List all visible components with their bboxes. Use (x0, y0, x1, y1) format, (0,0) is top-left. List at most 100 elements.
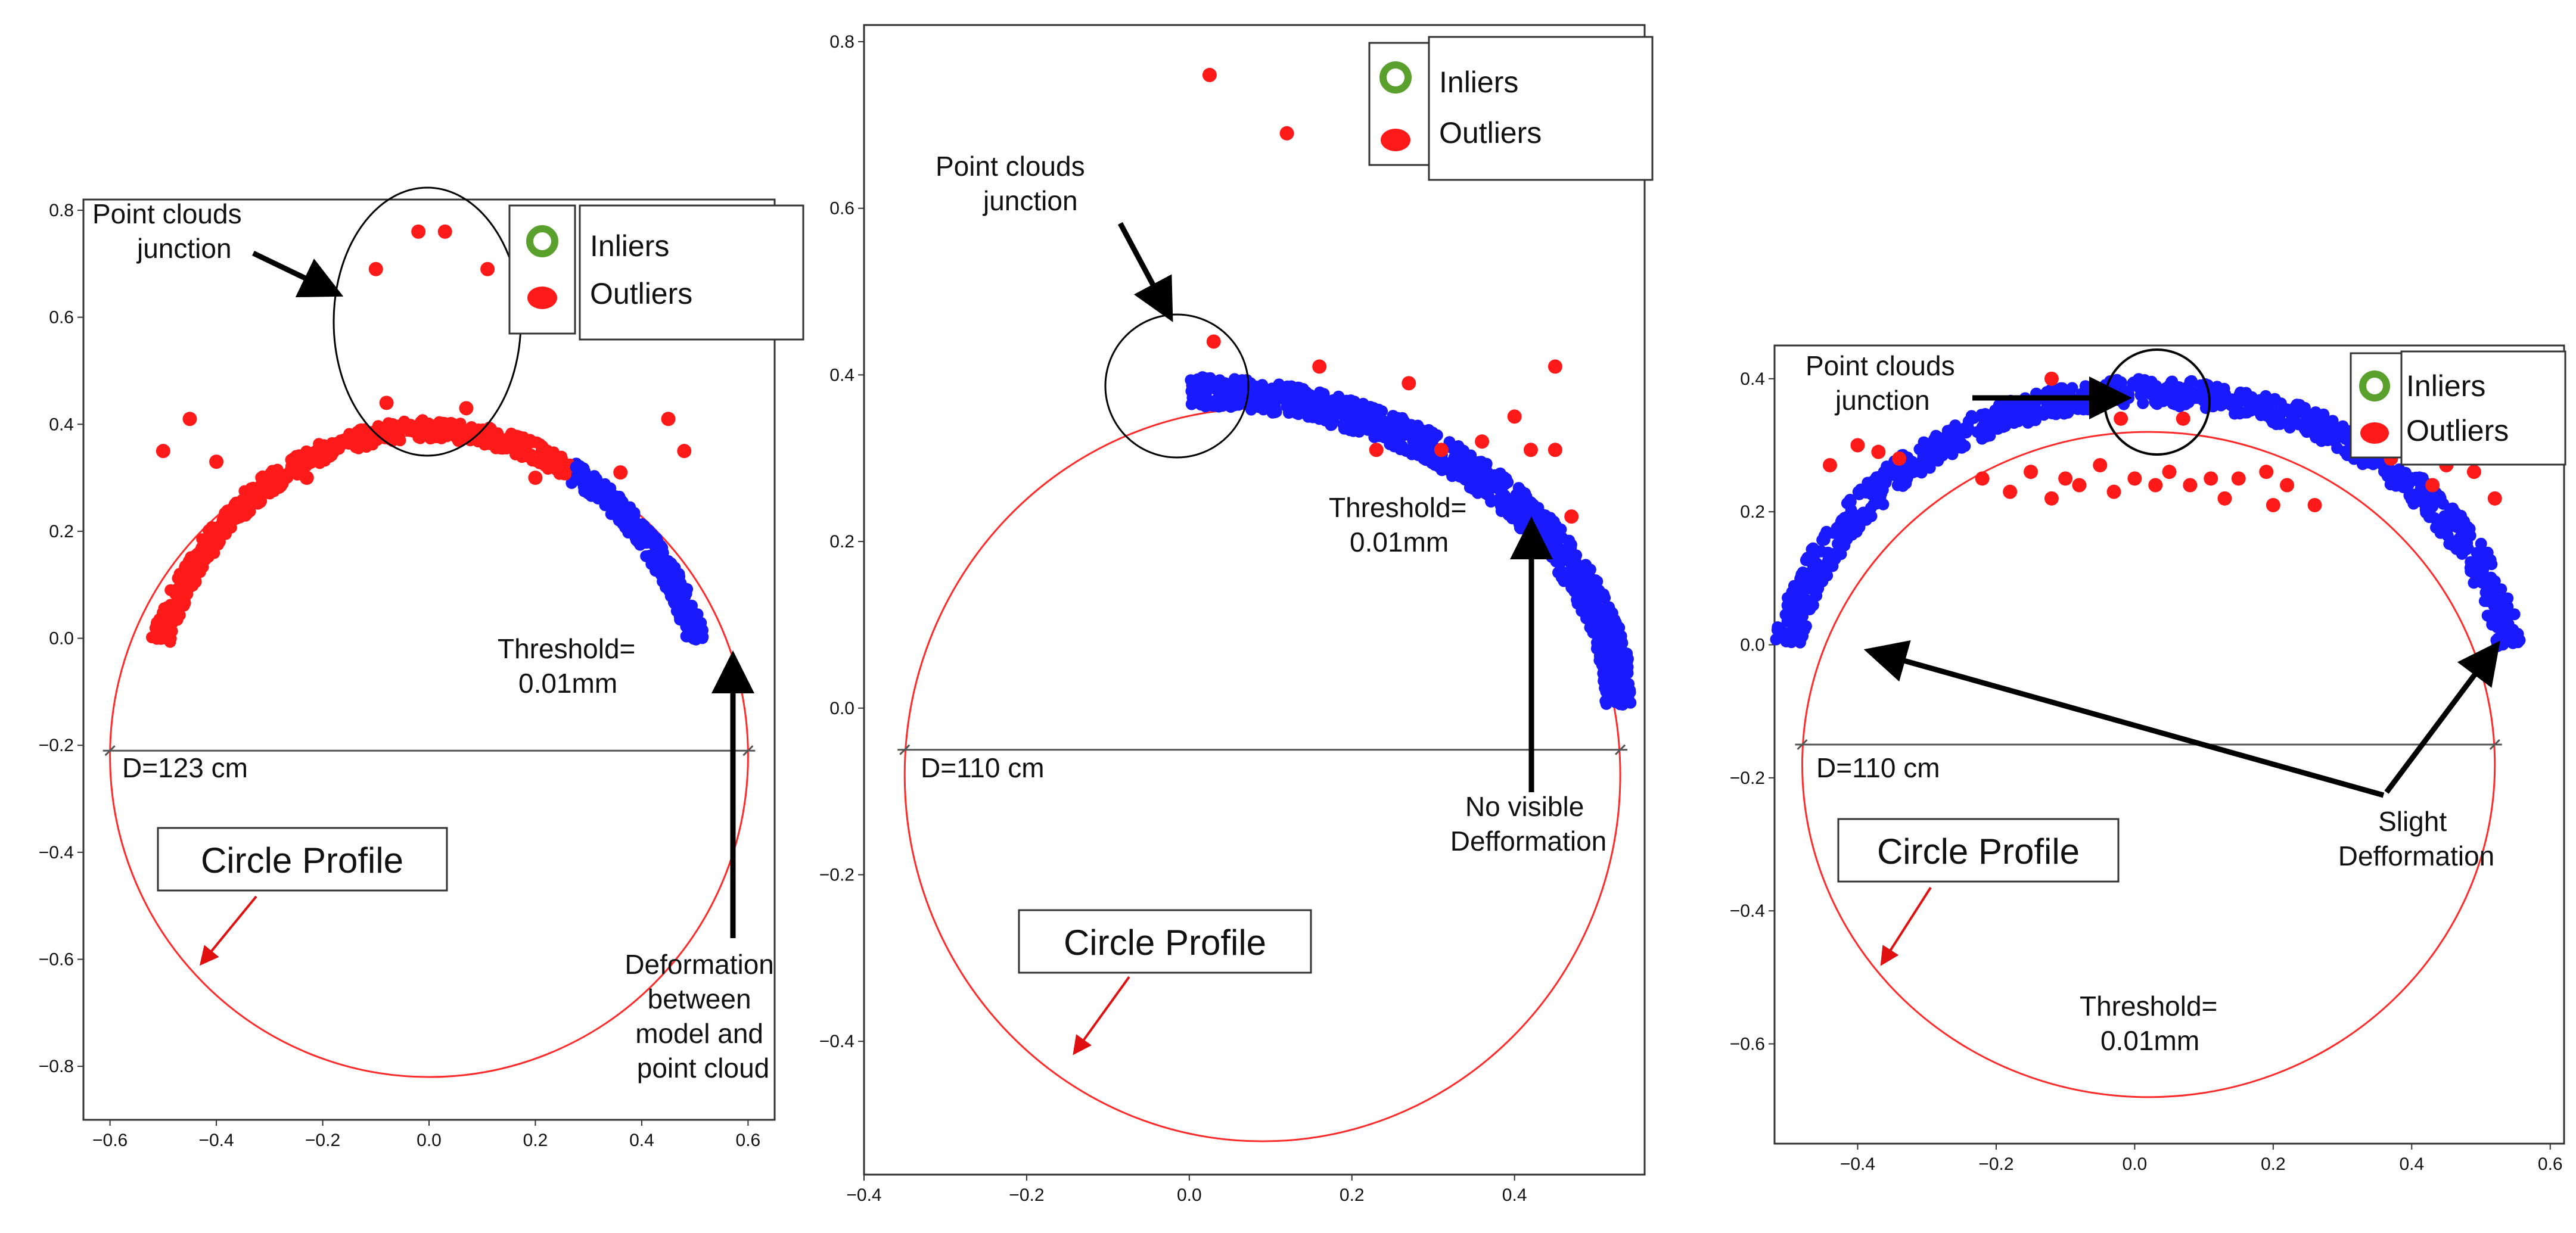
outlier-point (613, 465, 628, 480)
outlier-point (324, 450, 336, 463)
outlier-point (555, 450, 568, 463)
legend-outliers-label: Outliers (2406, 414, 2509, 447)
inlier-point (1213, 382, 1226, 394)
diameter-label: D=110 cm (1816, 752, 1940, 783)
outlier-point (1434, 443, 1449, 457)
inlier-point (2233, 390, 2245, 403)
outlier-point (1548, 359, 1562, 374)
x-tick-label: −0.2 (305, 1131, 340, 1150)
outlier-point (2044, 371, 2059, 386)
circle-profile-arrow (1073, 976, 1130, 1055)
inlier-point (1860, 513, 1872, 526)
inlier-point (1924, 462, 1936, 474)
y-tick-label: 0.0 (829, 699, 854, 718)
junction-label: Point clouds junction (936, 151, 1092, 216)
inlier-point (1576, 605, 1588, 617)
inlier-point (1604, 605, 1617, 617)
inlier-point (1965, 410, 1978, 422)
outlier-point (2044, 491, 2059, 506)
inlier-point (1956, 441, 1968, 454)
inlier-point (1514, 522, 1527, 535)
inlier-point (1406, 448, 1418, 460)
legend-label-box (579, 204, 804, 341)
inlier-point (2367, 458, 2379, 471)
inliers-legend-marker (1379, 61, 1412, 94)
inlier-point (2241, 406, 2253, 419)
inlier-point (1595, 589, 1608, 601)
inlier-point (1185, 385, 1198, 397)
outlier-point (1548, 443, 1562, 457)
inlier-point (2449, 506, 2462, 519)
inlier-point (1506, 512, 1518, 525)
junction-line-2: junction (136, 233, 232, 264)
inlier-point (1870, 472, 1882, 485)
outlier-point (289, 462, 302, 474)
inlier-point (1785, 602, 1798, 615)
outlier-point (2307, 498, 2322, 512)
outliers-legend-marker (527, 287, 557, 309)
inlier-point (1929, 429, 1942, 442)
legend-inliers-label: Inliers (1439, 66, 1518, 99)
deformation-line-1: Deformation (624, 949, 774, 980)
inlier-point (1608, 665, 1620, 678)
inlier-point (655, 556, 667, 569)
y-tick-label: −0.2 (39, 736, 74, 755)
inlier-point (1555, 523, 1567, 535)
junction-arrow (1118, 222, 1173, 322)
inlier-point (2504, 629, 2517, 642)
inlier-point (675, 590, 687, 602)
inlier-point (2208, 387, 2220, 399)
x-tick-label: 0.2 (2261, 1154, 2286, 1174)
outlier-point (2259, 465, 2274, 480)
inlier-point (1481, 480, 1493, 492)
threshold-label: Threshold= 0.01mm (1329, 492, 1474, 558)
outlier-point (528, 471, 543, 485)
inlier-point (1481, 466, 1493, 478)
inlier-point (1822, 546, 1834, 559)
y-tick-label: −0.6 (1730, 1035, 1765, 1054)
x-tick-label: 0.4 (1502, 1185, 1527, 1205)
inlier-point (1842, 513, 1855, 525)
inlier-point (1193, 397, 1205, 409)
inlier-point (642, 533, 655, 545)
inlier-point (1337, 400, 1350, 412)
outlier-point (156, 444, 170, 459)
outlier-point (1564, 509, 1579, 524)
inlier-point (1589, 574, 1602, 586)
inlier-point (643, 550, 655, 562)
inlier-point (2138, 374, 2150, 387)
junction-line-2: junction (982, 185, 1078, 216)
junction-line-1: Point clouds (1806, 350, 1955, 381)
outliers-legend-marker (2360, 422, 2389, 444)
y-tick-label: −0.8 (39, 1057, 74, 1076)
outlier-point (189, 557, 201, 569)
inlier-point (2339, 431, 2351, 444)
circle-profile-label: Circle Profile (201, 840, 403, 880)
inlier-point (1374, 410, 1386, 422)
legend: Inliers Outliers (2350, 350, 2566, 466)
inlier-point (1237, 376, 1250, 388)
inlier-point (1812, 583, 1825, 595)
y-tick-label: 0.6 (829, 199, 854, 219)
inlier-point (1797, 585, 1809, 597)
y-tick-label: −0.4 (39, 843, 74, 863)
inlier-point (2046, 407, 2058, 419)
x-tick-label: 0.2 (523, 1131, 548, 1150)
outlier-point (1523, 443, 1538, 457)
outlier-point (1850, 438, 1865, 453)
x-tick-label: 0.0 (2123, 1154, 2148, 1174)
inlier-point (1599, 682, 1611, 695)
outlier-point (422, 425, 434, 437)
inlier-point (1946, 430, 1958, 443)
outlier-point (293, 449, 305, 462)
outlier-point (459, 401, 474, 416)
x-tick-label: 0.0 (1177, 1185, 1202, 1205)
inlier-point (2389, 466, 2402, 479)
inlier-point (2491, 621, 2503, 633)
legend-inliers-label: Inliers (590, 229, 669, 263)
outlier-point (2266, 498, 2280, 512)
x-tick-label: −0.2 (1978, 1154, 2013, 1174)
no-deformation-line-1: No visible (1465, 791, 1584, 822)
junction-line-2: junction (1834, 385, 1930, 416)
inlier-point (2146, 382, 2158, 395)
